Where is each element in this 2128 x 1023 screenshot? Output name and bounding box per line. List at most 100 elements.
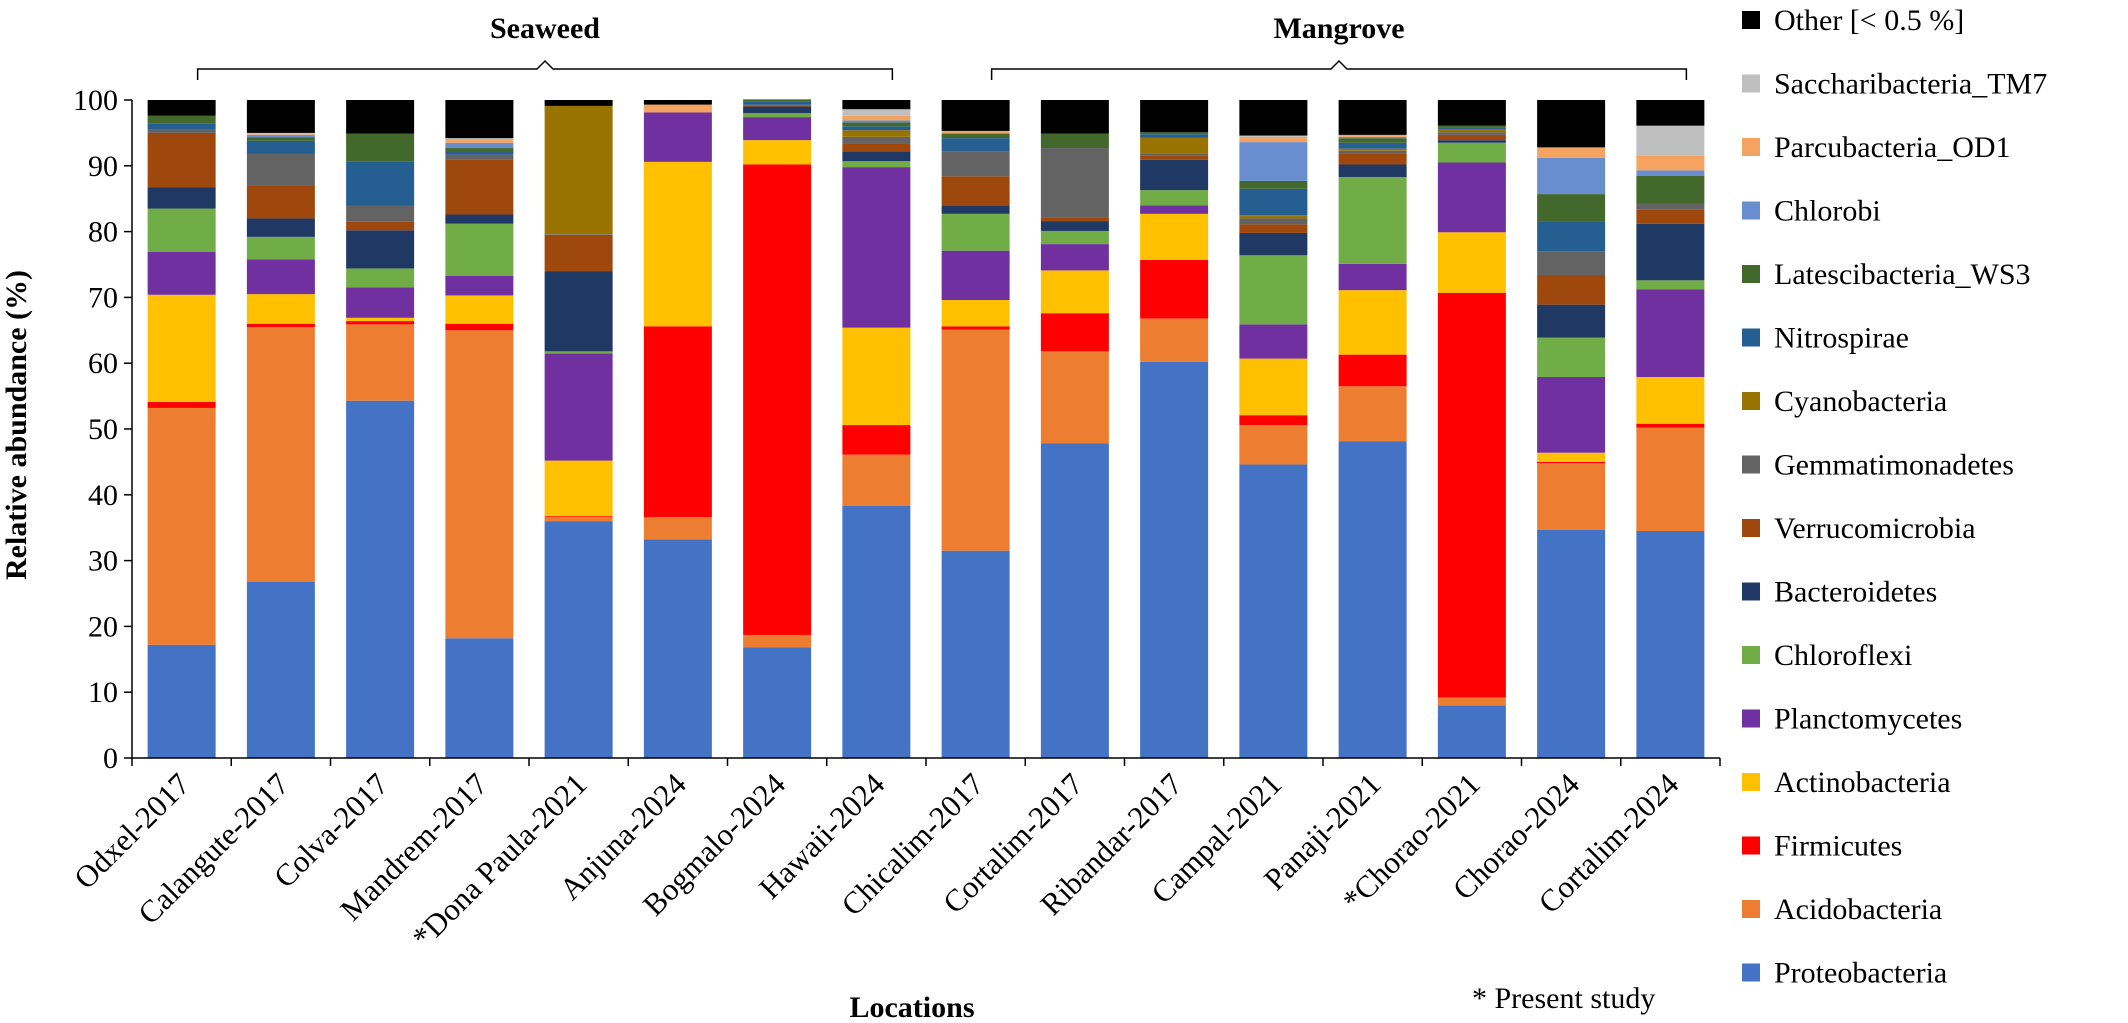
bar-segment (246, 137, 315, 141)
legend-item: Latescibacteria_WS3 (1742, 258, 2031, 291)
bar-segment (842, 167, 911, 328)
bar-segment (1040, 217, 1109, 222)
y-tick-label: 60 (88, 347, 118, 380)
bar-segment (544, 271, 613, 352)
legend-swatch (1742, 963, 1760, 982)
bar-segment (743, 101, 812, 105)
bar-stack (1140, 100, 1209, 758)
bar-segment (1636, 170, 1705, 176)
bar-stack (1437, 100, 1506, 758)
bar-segment (445, 139, 514, 143)
bar-segment (147, 129, 216, 133)
bar-segment (544, 460, 613, 516)
bar-segment (147, 132, 216, 188)
bar-segment (643, 104, 712, 113)
bar-segment (346, 230, 415, 269)
bar-segment (1437, 134, 1506, 141)
bar-segment (1338, 138, 1407, 143)
bar-segment (1338, 150, 1407, 154)
bar-segment (1040, 133, 1109, 149)
bar-stack (1239, 100, 1308, 758)
bar-segment (1437, 142, 1506, 163)
legend-item: Cyanobacteria (1742, 385, 1947, 418)
bar-segment (1140, 159, 1209, 191)
bar-segment (346, 161, 415, 206)
bar-stack (1338, 100, 1407, 758)
legend-swatch (1742, 138, 1760, 156)
bar-segment (643, 517, 712, 540)
bar-segment (1437, 128, 1506, 133)
bar-segment (246, 134, 315, 138)
bar-stack (643, 100, 712, 758)
bar-segment (246, 140, 315, 154)
bar-segment (1537, 221, 1606, 252)
bar-segment (544, 351, 613, 354)
legend-item: Parcubacteria_OD1 (1742, 131, 2011, 164)
legend-label: Planctomycetes (1774, 703, 1962, 736)
legend-label: Proteobacteria (1774, 957, 1947, 990)
bar-segment (1537, 377, 1606, 453)
bar-segment (1040, 313, 1109, 352)
bar-segment (1239, 180, 1308, 189)
x-axis: Odxel-2017Calangute-2017Colva-2017Mandre… (67, 757, 1721, 955)
bar-segment (842, 151, 911, 162)
bar-stack (544, 100, 613, 758)
bar-segment (743, 106, 812, 114)
bar-segment (941, 205, 1010, 214)
group-label: Seaweed (490, 12, 600, 45)
bar-segment (1239, 136, 1308, 143)
bar-segment (941, 151, 1010, 177)
bar-segment (346, 317, 415, 322)
bar-segment (346, 205, 415, 222)
bar-segment (743, 140, 812, 165)
legend-swatch (1742, 646, 1760, 664)
legend-item: Other [< 0.5 %] (1742, 4, 1964, 37)
bar-segment (1140, 137, 1209, 154)
group-brackets: Seaweed Mangrove (196, 12, 1688, 80)
bar-segment (842, 109, 911, 116)
bar-segment (445, 223, 514, 276)
bar-segment (544, 234, 613, 272)
bar-segment (1537, 251, 1606, 276)
bar-segment (941, 176, 1010, 206)
bar-segment (743, 117, 812, 141)
legend-item: Actinobacteria (1742, 766, 1951, 799)
bar-segment (147, 100, 216, 116)
bar-segment (1437, 140, 1506, 143)
bar-segment (147, 407, 216, 645)
bar-segment (941, 326, 1010, 330)
bar-segment (1140, 155, 1209, 160)
bar-segment (1239, 215, 1308, 219)
bar-segment (246, 100, 315, 133)
bar-stack (246, 100, 315, 758)
bar-segment (1239, 255, 1308, 325)
bar-segment (147, 644, 216, 758)
bar-segment (1040, 270, 1109, 314)
bar-segment (1239, 232, 1308, 256)
bar-segment (544, 516, 613, 522)
bar-segment (1537, 463, 1606, 530)
bar-segment (1239, 135, 1308, 137)
legend-item: Verrucomicrobia (1742, 512, 1976, 545)
bar-segment (1537, 157, 1606, 195)
bar-stack (743, 99, 812, 758)
bar-segment (842, 100, 911, 110)
bar-segment (842, 122, 911, 127)
bar-segment (246, 218, 315, 237)
bar-segment (1239, 415, 1308, 426)
bar-segment (643, 326, 712, 518)
y-tick-label: 80 (88, 216, 118, 249)
bar-segment (842, 505, 911, 758)
y-axis-title: Relative abundance (%) (0, 270, 33, 580)
legend-label: Cyanobacteria (1774, 385, 1947, 418)
bar-segment (1437, 125, 1506, 128)
bar-segment (842, 130, 911, 137)
bar-segment (1636, 175, 1705, 204)
bar-segment (1140, 213, 1209, 260)
y-axis: 0 10 20 30 40 50 60 70 80 90 100 (73, 84, 133, 775)
bar-segment (445, 154, 514, 160)
bar-segment (1338, 100, 1407, 135)
bar-segment (246, 134, 315, 135)
bar-segment (1338, 164, 1407, 177)
